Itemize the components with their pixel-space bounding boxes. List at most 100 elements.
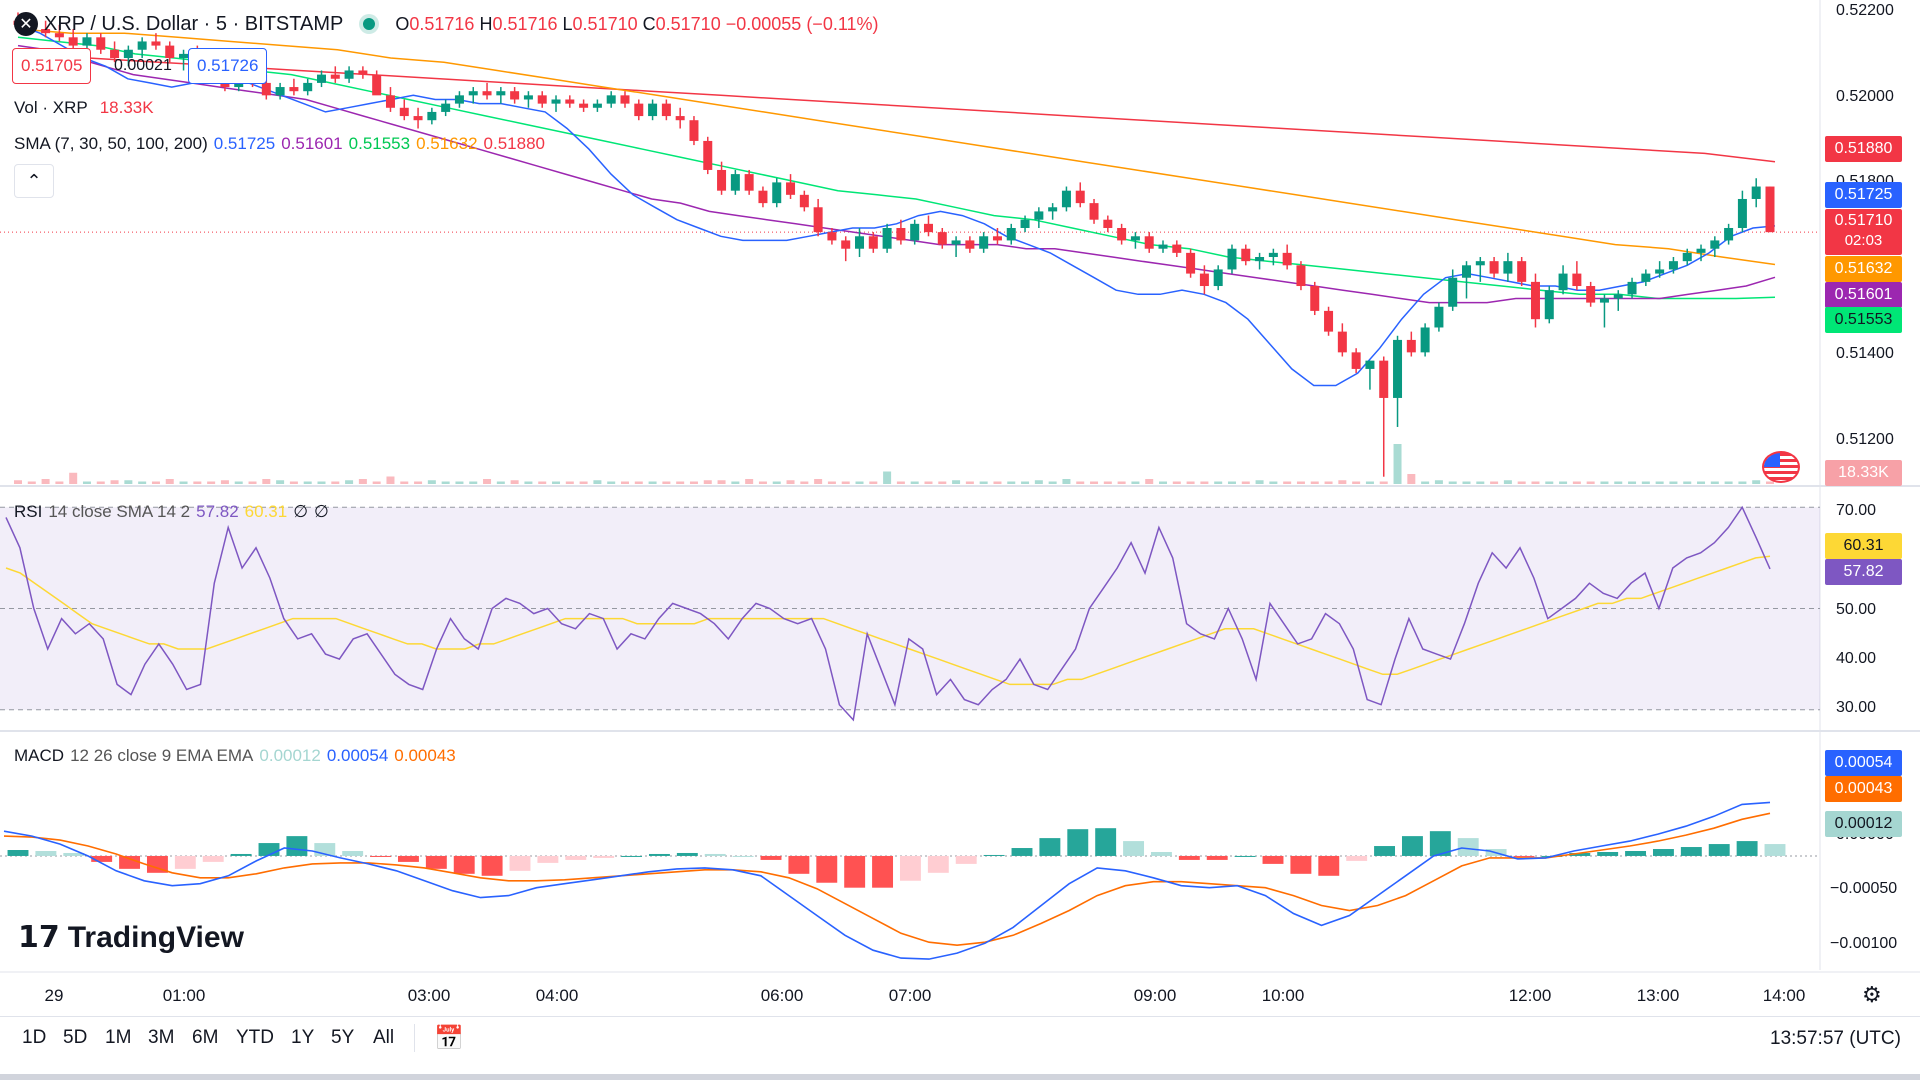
chevron-up-icon: ⌃ bbox=[26, 170, 42, 191]
volume-bar bbox=[345, 480, 354, 484]
sma-legend[interactable]: SMA (7, 30, 50, 100, 200) 0.51725 0.5160… bbox=[14, 134, 545, 154]
clock-display[interactable]: 13:57:57 (UTC) bbox=[1770, 1028, 1901, 1049]
macd-histogram-bar bbox=[1625, 851, 1647, 856]
macd-histogram-bar bbox=[1764, 844, 1786, 856]
horizontal-scrollbar[interactable] bbox=[0, 1074, 1920, 1080]
symbol-title[interactable]: XRP / U.S. Dollar · 5 · BITSTAMP bbox=[44, 12, 344, 35]
volume-bar bbox=[1186, 481, 1195, 484]
candle-body bbox=[1530, 281, 1540, 320]
volume-bar bbox=[758, 481, 767, 484]
volume-bar bbox=[1738, 481, 1747, 484]
volume-bar bbox=[27, 481, 36, 484]
collapse-legend-button[interactable]: ⌃ bbox=[14, 164, 54, 198]
calendar-icon[interactable]: 📅 bbox=[434, 1025, 464, 1052]
volume-bar bbox=[1655, 481, 1664, 484]
candle-body bbox=[54, 33, 64, 38]
macd-histogram-bar bbox=[1708, 844, 1730, 856]
volume-bar bbox=[96, 481, 105, 484]
volume-bar bbox=[469, 481, 478, 484]
volume-bar bbox=[772, 481, 781, 484]
volume-bar bbox=[1076, 481, 1085, 484]
range-1y-button[interactable]: 1Y bbox=[291, 1027, 315, 1048]
candle-body bbox=[344, 70, 354, 79]
rsi-tick: 70.00 bbox=[1836, 502, 1877, 519]
range-5d-button[interactable]: 5D bbox=[63, 1027, 88, 1048]
range-6m-button[interactable]: 6M bbox=[192, 1027, 219, 1048]
volume-bar bbox=[276, 480, 285, 484]
sell-button[interactable]: 0.51705 bbox=[12, 48, 92, 84]
volume-bar bbox=[1586, 481, 1595, 484]
candle-body bbox=[744, 174, 754, 191]
buy-button[interactable]: 0.51726 bbox=[188, 48, 268, 84]
macd-histogram-bar bbox=[899, 855, 921, 881]
volume-bar bbox=[814, 479, 823, 484]
candle-body bbox=[592, 103, 602, 108]
volume-bar bbox=[1310, 481, 1319, 484]
candle-body bbox=[1641, 273, 1651, 282]
candle-body bbox=[620, 95, 630, 104]
candle-body bbox=[1462, 265, 1472, 278]
volume-bar bbox=[1021, 481, 1030, 484]
volume-bar bbox=[855, 481, 864, 484]
last-price-value: 0.51710 bbox=[1834, 212, 1893, 229]
macd-histogram-bar bbox=[1318, 855, 1340, 876]
range-ytd-button[interactable]: YTD bbox=[236, 1027, 274, 1048]
candle-body bbox=[703, 140, 713, 170]
volume-bar bbox=[1697, 481, 1706, 484]
candle-body bbox=[1599, 298, 1609, 303]
candle-body bbox=[813, 207, 823, 233]
volume-bar bbox=[538, 481, 547, 484]
candle-body bbox=[1213, 269, 1223, 287]
candle-body bbox=[1379, 360, 1389, 398]
candle-body bbox=[1737, 198, 1747, 228]
macd-histogram-bar bbox=[1346, 855, 1368, 861]
candle-body bbox=[441, 103, 451, 112]
volume-bar bbox=[634, 481, 643, 484]
candle-body bbox=[1337, 331, 1347, 353]
macd-histogram-bar bbox=[1401, 836, 1423, 856]
candle-body bbox=[330, 74, 340, 79]
range-1m-button[interactable]: 1M bbox=[105, 1027, 132, 1048]
volume-bar bbox=[1296, 481, 1305, 484]
time-tick: 14:00 bbox=[1762, 986, 1806, 1005]
candle-body bbox=[1613, 294, 1623, 299]
candle-body bbox=[841, 240, 851, 249]
macd-legend[interactable]: MACD 12 26 close 9 EMA EMA 0.00012 0.000… bbox=[14, 746, 456, 766]
price-tick: 0.51400 bbox=[1836, 345, 1894, 362]
candle-body bbox=[1172, 244, 1182, 253]
range-1d-button[interactable]: 1D bbox=[22, 1027, 47, 1048]
volume-legend[interactable]: Vol · XRP 18.33K bbox=[14, 98, 154, 118]
range-3m-button[interactable]: 3M bbox=[148, 1027, 175, 1048]
volume-bar bbox=[358, 479, 367, 484]
volume-bar bbox=[965, 481, 974, 484]
candle-body bbox=[1393, 339, 1403, 398]
macd-tick: −0.00050 bbox=[1830, 880, 1898, 897]
volume-bar bbox=[372, 481, 381, 484]
candle-body bbox=[399, 107, 409, 117]
macd-histogram-bar bbox=[1736, 841, 1758, 856]
range-all-button[interactable]: All bbox=[373, 1027, 395, 1048]
candle-body bbox=[1144, 236, 1154, 249]
time-tick: 04:00 bbox=[535, 986, 579, 1005]
sma30-value: 0.51601 bbox=[281, 134, 343, 153]
candle-body bbox=[1406, 339, 1416, 353]
rsi-legend[interactable]: RSI 14 close SMA 14 2 57.82 60.31 ∅ ∅ bbox=[14, 502, 329, 522]
volume-bar bbox=[1090, 481, 1099, 484]
rsi-tick: 40.00 bbox=[1836, 650, 1877, 667]
tradingview-logo-icon: 𝟭𝟳 bbox=[18, 921, 60, 954]
volume-bar bbox=[924, 481, 933, 484]
volume-bar bbox=[1145, 479, 1154, 484]
candle-body bbox=[275, 87, 285, 96]
candle-body bbox=[1130, 236, 1140, 241]
us-flag-icon[interactable] bbox=[1762, 451, 1800, 483]
range-5y-button[interactable]: 5Y bbox=[331, 1027, 355, 1048]
candle-body bbox=[772, 182, 782, 204]
gear-icon[interactable]: ⚙ bbox=[1862, 982, 1882, 1007]
candle-body bbox=[1048, 207, 1058, 212]
volume-label: Vol · XRP bbox=[14, 98, 88, 117]
time-tick: 01:00 bbox=[162, 986, 206, 1005]
rsi-ma-tag: 60.31 bbox=[1825, 533, 1902, 559]
volume-bar bbox=[1200, 481, 1209, 484]
macd-histogram-bar bbox=[1262, 855, 1284, 864]
